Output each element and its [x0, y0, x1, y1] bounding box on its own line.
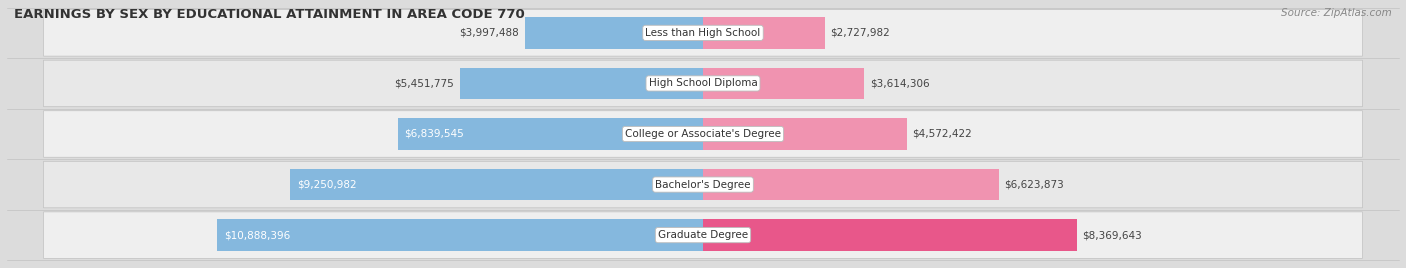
Bar [460, 68, 703, 99]
Text: $6,839,545: $6,839,545 [405, 129, 464, 139]
Text: $9,250,982: $9,250,982 [297, 180, 356, 189]
Text: Less than High School: Less than High School [645, 28, 761, 38]
FancyBboxPatch shape [44, 10, 1362, 56]
Text: $5,451,775: $5,451,775 [395, 79, 454, 88]
Text: $3,614,306: $3,614,306 [870, 79, 929, 88]
FancyBboxPatch shape [44, 60, 1362, 107]
Text: Bachelor's Degree: Bachelor's Degree [655, 180, 751, 189]
FancyBboxPatch shape [44, 212, 1362, 258]
Bar [703, 219, 1077, 251]
Text: High School Diploma: High School Diploma [648, 79, 758, 88]
Bar [290, 169, 703, 200]
Text: $6,623,873: $6,623,873 [1004, 180, 1064, 189]
Text: $8,369,643: $8,369,643 [1083, 230, 1142, 240]
Text: $2,727,982: $2,727,982 [830, 28, 890, 38]
Text: $4,572,422: $4,572,422 [912, 129, 972, 139]
Text: Source: ZipAtlas.com: Source: ZipAtlas.com [1281, 8, 1392, 18]
Bar [703, 118, 907, 150]
Bar [398, 118, 703, 150]
FancyBboxPatch shape [44, 111, 1362, 157]
Bar [703, 169, 998, 200]
Text: $10,888,396: $10,888,396 [224, 230, 290, 240]
Bar [217, 219, 703, 251]
Text: Graduate Degree: Graduate Degree [658, 230, 748, 240]
Bar [703, 17, 825, 49]
Text: College or Associate's Degree: College or Associate's Degree [626, 129, 780, 139]
FancyBboxPatch shape [44, 161, 1362, 208]
Text: $3,997,488: $3,997,488 [460, 28, 519, 38]
Bar [524, 17, 703, 49]
Bar [703, 68, 865, 99]
Text: EARNINGS BY SEX BY EDUCATIONAL ATTAINMENT IN AREA CODE 770: EARNINGS BY SEX BY EDUCATIONAL ATTAINMEN… [14, 8, 524, 21]
